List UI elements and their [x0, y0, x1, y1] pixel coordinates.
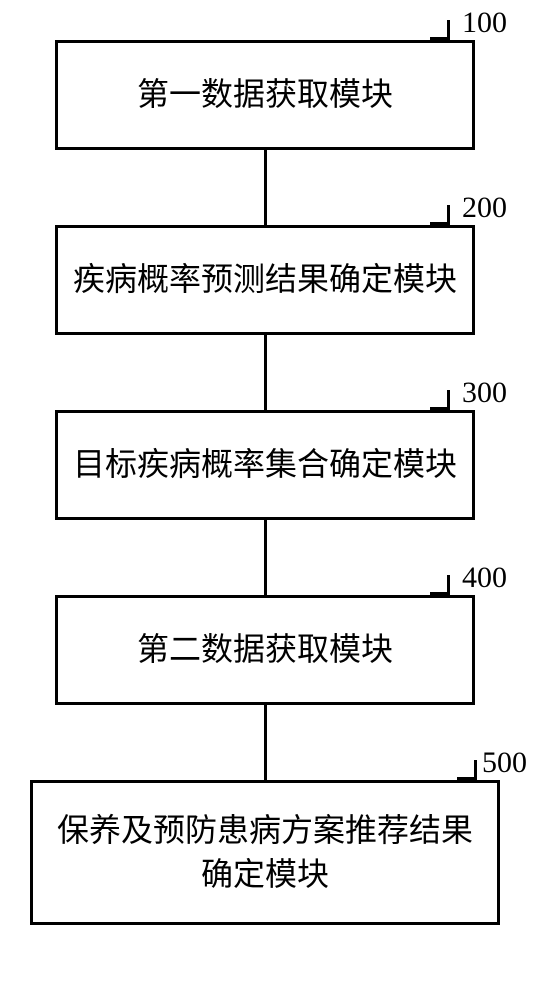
connector-4-5 [264, 705, 267, 780]
label-lead-4 [430, 575, 450, 595]
connector-1-2 [264, 150, 267, 225]
connector-2-3 [264, 335, 267, 410]
module-text-4: 第二数据获取模块 [129, 628, 401, 671]
module-text-1: 第一数据获取模块 [129, 73, 401, 116]
module-text-2: 疾病概率预测结果确定模块 [65, 258, 465, 301]
module-text-3: 目标疾病概率集合确定模块 [65, 443, 465, 486]
module-box-4: 第二数据获取模块 [55, 595, 475, 705]
module-label-1: 100 [462, 6, 507, 40]
module-label-5: 500 [482, 746, 527, 780]
label-lead-3 [430, 390, 450, 410]
module-label-2: 200 [462, 191, 507, 225]
flowchart-diagram: 第一数据获取模块 100 疾病概率预测结果确定模块 200 目标疾病概率集合确定… [0, 0, 558, 1000]
module-box-3: 目标疾病概率集合确定模块 [55, 410, 475, 520]
label-lead-1 [430, 20, 450, 40]
module-box-1: 第一数据获取模块 [55, 40, 475, 150]
module-text-5: 保养及预防患病方案推荐结果 确定模块 [49, 809, 481, 895]
label-lead-2 [430, 205, 450, 225]
module-label-3: 300 [462, 376, 507, 410]
module-label-4: 400 [462, 561, 507, 595]
label-lead-5 [457, 760, 477, 780]
connector-3-4 [264, 520, 267, 595]
module-box-5: 保养及预防患病方案推荐结果 确定模块 [30, 780, 500, 925]
module-box-2: 疾病概率预测结果确定模块 [55, 225, 475, 335]
